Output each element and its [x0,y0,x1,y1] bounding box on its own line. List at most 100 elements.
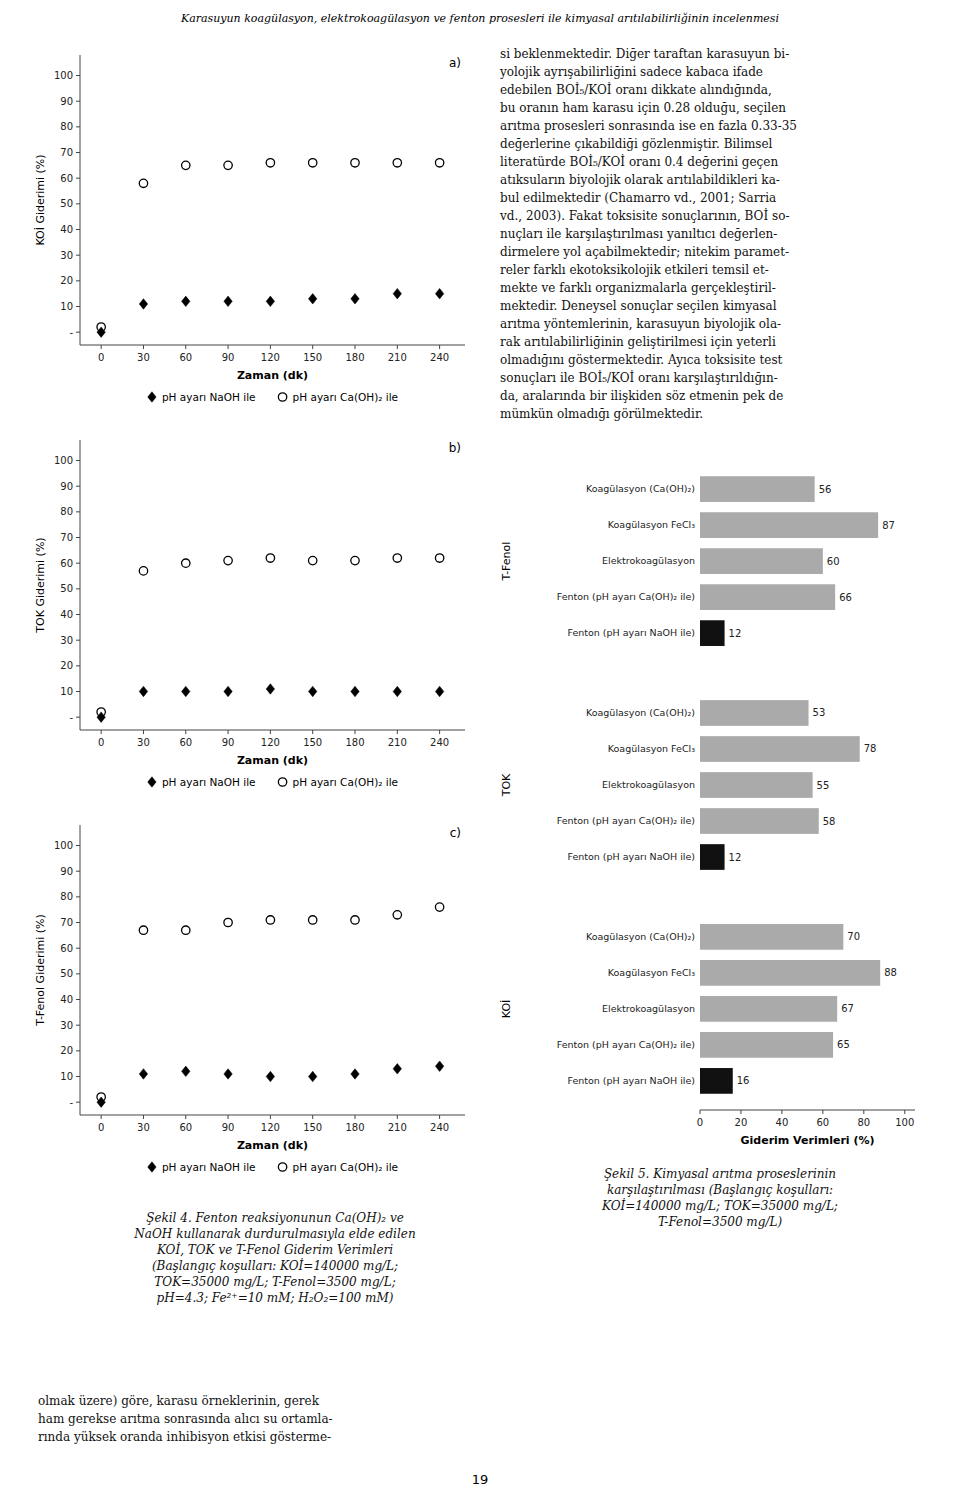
bar [700,620,725,646]
scatter-point [393,686,401,697]
y-tick-label: 90 [60,96,73,107]
legend: pH ayarı NaOH ile pH ayarı Ca(OH)₂ ile [148,776,398,788]
paragraph-line: değerlerine çıkabildiği gözlenmiştir. Bi… [500,137,773,151]
paragraph-line: literatürde BOİ₅/KOİ oranı 0.4 değerini … [500,154,778,169]
y-tick [76,896,80,897]
scatter-point [97,1093,105,1101]
x-tick [439,730,440,734]
data-label: 67 [841,1003,854,1014]
legend-marker [148,777,156,788]
scatter-point [182,686,190,697]
legend-item: pH ayarı Ca(OH)₂ ile [278,776,398,788]
x-tick [143,1115,144,1119]
x-tick-label: 20 [735,1117,748,1128]
legend-marker [148,392,156,403]
x-tick [355,345,356,349]
legend: pH ayarı NaOH ile pH ayarı Ca(OH)₂ ile [148,391,398,403]
series [97,159,444,332]
bar-category-label: Koagülasyon (Ca(OH)₂) [586,707,695,718]
x-tick-label: 150 [303,352,322,363]
paragraph-line: olmak üzere) göre, karasu örneklerinin, … [38,1394,320,1408]
group-label: KOİ [500,1000,513,1019]
legend-item: pH ayarı NaOH ile [148,391,256,403]
paragraph-line: rında yüksek oranda inhibisyon etkisi gö… [38,1430,331,1444]
y-tick [76,691,80,692]
legend-label: pH ayarı NaOH ile [162,391,256,403]
paragraph-line: mektedir. Deneysel sonuçlar seçilen kimy… [500,299,777,313]
bar [700,960,880,986]
caption-line: KOİ=140000 mg/L; TOK=35000 mg/L; [601,1198,838,1213]
x-tick-label: 0 [98,352,104,363]
caption-line: pH=4.3; Fe²⁺=10 mM; H₂O₂=100 mM) [157,1291,394,1305]
y-tick-label: 40 [60,224,73,235]
x-tick-label: 210 [388,737,407,748]
legend-marker [278,778,286,786]
scatter-point [308,916,316,924]
y-axis-line [80,825,81,1115]
scatter-point [224,686,232,697]
scatter-point [139,1069,147,1080]
x-tick-label: 30 [137,352,150,363]
bar-category-label: Koagülasyon FeCl₃ [608,743,695,754]
y-tick [76,255,80,256]
x-tick [700,1110,701,1114]
paragraph-line: nuçları ile karşılaştırılması yanıltıcı … [500,227,777,241]
x-tick [439,345,440,349]
paragraph-line: reler farklı ekotoksikolojik etkileri te… [500,263,769,277]
x-tick-label: 40 [776,1117,789,1128]
x-tick [312,1115,313,1119]
scatter-point [182,296,190,307]
data-label: 66 [839,592,852,603]
x-tick [270,730,271,734]
paragraph-line: bu oranın ham karasu için 0.28 olduğu, s… [500,101,786,115]
y-tick [76,588,80,589]
y-tick-label: 90 [60,866,73,877]
y-tick [76,1025,80,1026]
bar-category-label: Elektrokoagülasyon [602,779,695,790]
x-tick [270,1115,271,1119]
y-tick-label: 100 [54,455,73,466]
bar [700,808,819,834]
x-tick [101,1115,102,1119]
data-label: 60 [827,556,840,567]
legend-item: pH ayarı Ca(OH)₂ ile [278,391,398,403]
bar-category-label: Elektrokoagülasyon [602,1003,695,1014]
y-tick-label: - [69,327,73,338]
y-tick-label: 50 [60,583,73,594]
scatter-point [139,926,147,934]
scatter-point [139,686,147,697]
panel-label: b) [449,441,461,455]
y-tick [76,1076,80,1077]
bottom-text: olmak üzere) göre, karasu örneklerinin, … [38,1394,333,1444]
caption-line: karşılaştırılması (Başlangıç koşulları: [607,1183,833,1197]
y-tick [76,999,80,1000]
y-tick [76,280,80,281]
y-tick [76,460,80,461]
y-tick-label: 10 [60,686,73,697]
scatter-point [351,916,359,924]
y-tick [76,614,80,615]
data-label: 70 [847,931,860,942]
x-tick-label: 180 [345,737,364,748]
scatter-point [97,712,105,723]
bar [700,700,809,726]
x-tick-label: 180 [345,352,364,363]
paragraph-line: olmadığını göstermektedir. Ayıca toksisi… [500,353,783,367]
scatter-point [351,1069,359,1080]
paragraph-line: mekte ve farklı organizmalarla gerçekleş… [500,281,776,295]
x-tick-label: 30 [137,1122,150,1133]
y-tick [76,537,80,538]
scatter-point [435,1061,443,1072]
scatter-point [224,918,232,926]
y-tick [76,717,80,718]
legend-item: pH ayarı NaOH ile [148,776,256,788]
plot-area [700,476,880,1094]
x-tick-label: 180 [345,1122,364,1133]
y-tick [76,1102,80,1103]
x-tick-label: 240 [430,737,449,748]
data-label: 56 [819,484,832,495]
x-tick [355,730,356,734]
y-tick-label: 60 [60,943,73,954]
data-label: 65 [837,1039,850,1050]
y-tick [76,229,80,230]
